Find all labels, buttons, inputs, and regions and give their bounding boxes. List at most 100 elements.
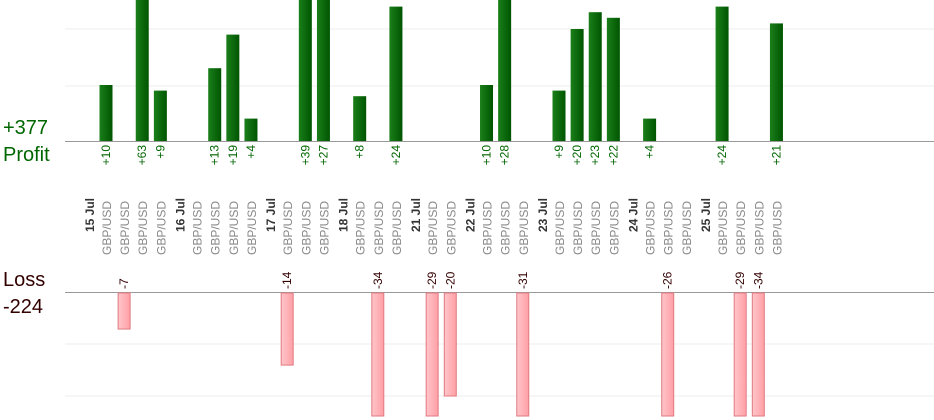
pair-label: GBP/USD <box>499 201 513 255</box>
pair-label: GBP/USD <box>770 201 784 255</box>
profit-value-label: +10 <box>480 145 494 166</box>
loss-bar <box>661 292 675 417</box>
pair-label: GBP/USD <box>444 201 458 255</box>
profit-bar <box>606 17 620 141</box>
profit-bar <box>99 85 113 141</box>
pair-label: GBP/USD <box>118 201 132 255</box>
pair-label: GBP/USD <box>299 201 313 255</box>
pair-label: GBP/USD <box>680 201 694 255</box>
profit-value-label: +13 <box>208 145 222 166</box>
pair-label: GBP/USD <box>752 201 766 255</box>
pair-label: GBP/USD <box>481 201 495 255</box>
loss-value-label: -31 <box>516 271 530 289</box>
pair-label: GBP/USD <box>100 201 114 255</box>
profit-value-label: +22 <box>606 145 620 166</box>
date-label: 22 Jul <box>464 198 478 232</box>
profit-bar <box>153 90 167 141</box>
profit-bar <box>135 0 149 141</box>
profit-value-label: +24 <box>715 145 729 166</box>
pair-label: GBP/USD <box>227 201 241 255</box>
pair-label: GBP/USD <box>662 201 676 255</box>
profit-bar <box>389 6 403 141</box>
profit-value-label: +39 <box>298 145 312 166</box>
profit-value-label: +19 <box>226 145 240 166</box>
date-label: 17 Jul <box>264 198 278 232</box>
profit-total: +377 <box>3 117 49 139</box>
pair-label: GBP/USD <box>589 201 603 255</box>
loss-value-label: -34 <box>751 271 765 289</box>
pair-label: GBP/USD <box>317 201 331 255</box>
loss-value-label: -26 <box>661 271 675 289</box>
loss-bar <box>425 292 439 417</box>
profit-value-label: +4 <box>244 145 258 159</box>
profit-bar <box>298 0 312 141</box>
profit-bar <box>498 0 512 141</box>
loss-value-label: -14 <box>280 271 294 289</box>
pair-label: GBP/USD <box>517 201 531 255</box>
pair-label: GBP/USD <box>716 201 730 255</box>
pair-label: GBP/USD <box>191 201 205 255</box>
loss-total: -224 <box>3 296 44 318</box>
profit-bar <box>769 23 783 141</box>
loss-value-label: -29 <box>425 271 439 289</box>
date-label: 15 Jul <box>83 198 97 232</box>
profit-bar <box>208 68 222 141</box>
loss-bar <box>443 292 457 397</box>
profit-value-label: +20 <box>570 145 584 166</box>
date-label: 21 Jul <box>409 198 423 232</box>
profit-value-label: +24 <box>389 145 403 166</box>
profit-bar <box>643 118 657 141</box>
date-label: 25 Jul <box>699 198 713 232</box>
profit-value-label: +23 <box>588 145 602 166</box>
profit-value-label: +63 <box>135 145 149 166</box>
profit-value-label: +9 <box>552 145 566 159</box>
profit-value-label: +27 <box>316 145 330 166</box>
profit-bar <box>552 90 566 141</box>
profit-bar <box>316 0 330 141</box>
profit-bar <box>715 6 729 141</box>
pair-label: GBP/USD <box>607 201 621 255</box>
loss-bar <box>733 292 747 417</box>
date-label: 16 Jul <box>174 198 188 232</box>
loss-bar <box>751 292 765 417</box>
profit-value-label: +10 <box>99 145 113 166</box>
profit-bar <box>480 85 494 141</box>
loss-value-label: -29 <box>733 271 747 289</box>
pair-label: GBP/USD <box>390 201 404 255</box>
date-label: 24 Jul <box>627 198 641 232</box>
profit-value-label: +8 <box>353 145 367 159</box>
pair-label: GBP/USD <box>154 201 168 255</box>
pair-label: GBP/USD <box>644 201 658 255</box>
pair-label: GBP/USD <box>136 201 150 255</box>
date-label: 23 Jul <box>536 198 550 232</box>
profit-value-label: +28 <box>498 145 512 166</box>
loss-bar <box>280 292 294 366</box>
profit-bar <box>588 12 602 142</box>
loss-label: Loss <box>3 269 46 291</box>
pair-label: GBP/USD <box>553 201 567 255</box>
pair-label: GBP/USD <box>571 201 585 255</box>
profit-value-label: +9 <box>153 145 167 159</box>
profit-value-label: +4 <box>643 145 657 159</box>
profit-bar <box>353 96 367 141</box>
pair-label: GBP/USD <box>372 201 386 255</box>
pair-label: GBP/USD <box>245 201 259 255</box>
loss-value-label: -34 <box>371 271 385 289</box>
profit-bar <box>226 34 240 141</box>
loss-bar <box>371 292 385 417</box>
profit-value-label: +21 <box>769 145 783 166</box>
loss-bar <box>516 292 530 417</box>
pair-label: GBP/USD <box>281 201 295 255</box>
date-label: 18 Jul <box>337 198 351 232</box>
profit-label: Profit <box>3 144 50 166</box>
pair-label: GBP/USD <box>426 201 440 255</box>
pair-label: GBP/USD <box>354 201 368 255</box>
loss-bar <box>117 292 131 330</box>
loss-value-label: -20 <box>443 271 457 289</box>
pair-label: GBP/USD <box>209 201 223 255</box>
profit-bar <box>570 29 584 141</box>
loss-value-label: -7 <box>117 278 131 289</box>
pair-label: GBP/USD <box>734 201 748 255</box>
profit-bar <box>244 118 258 141</box>
